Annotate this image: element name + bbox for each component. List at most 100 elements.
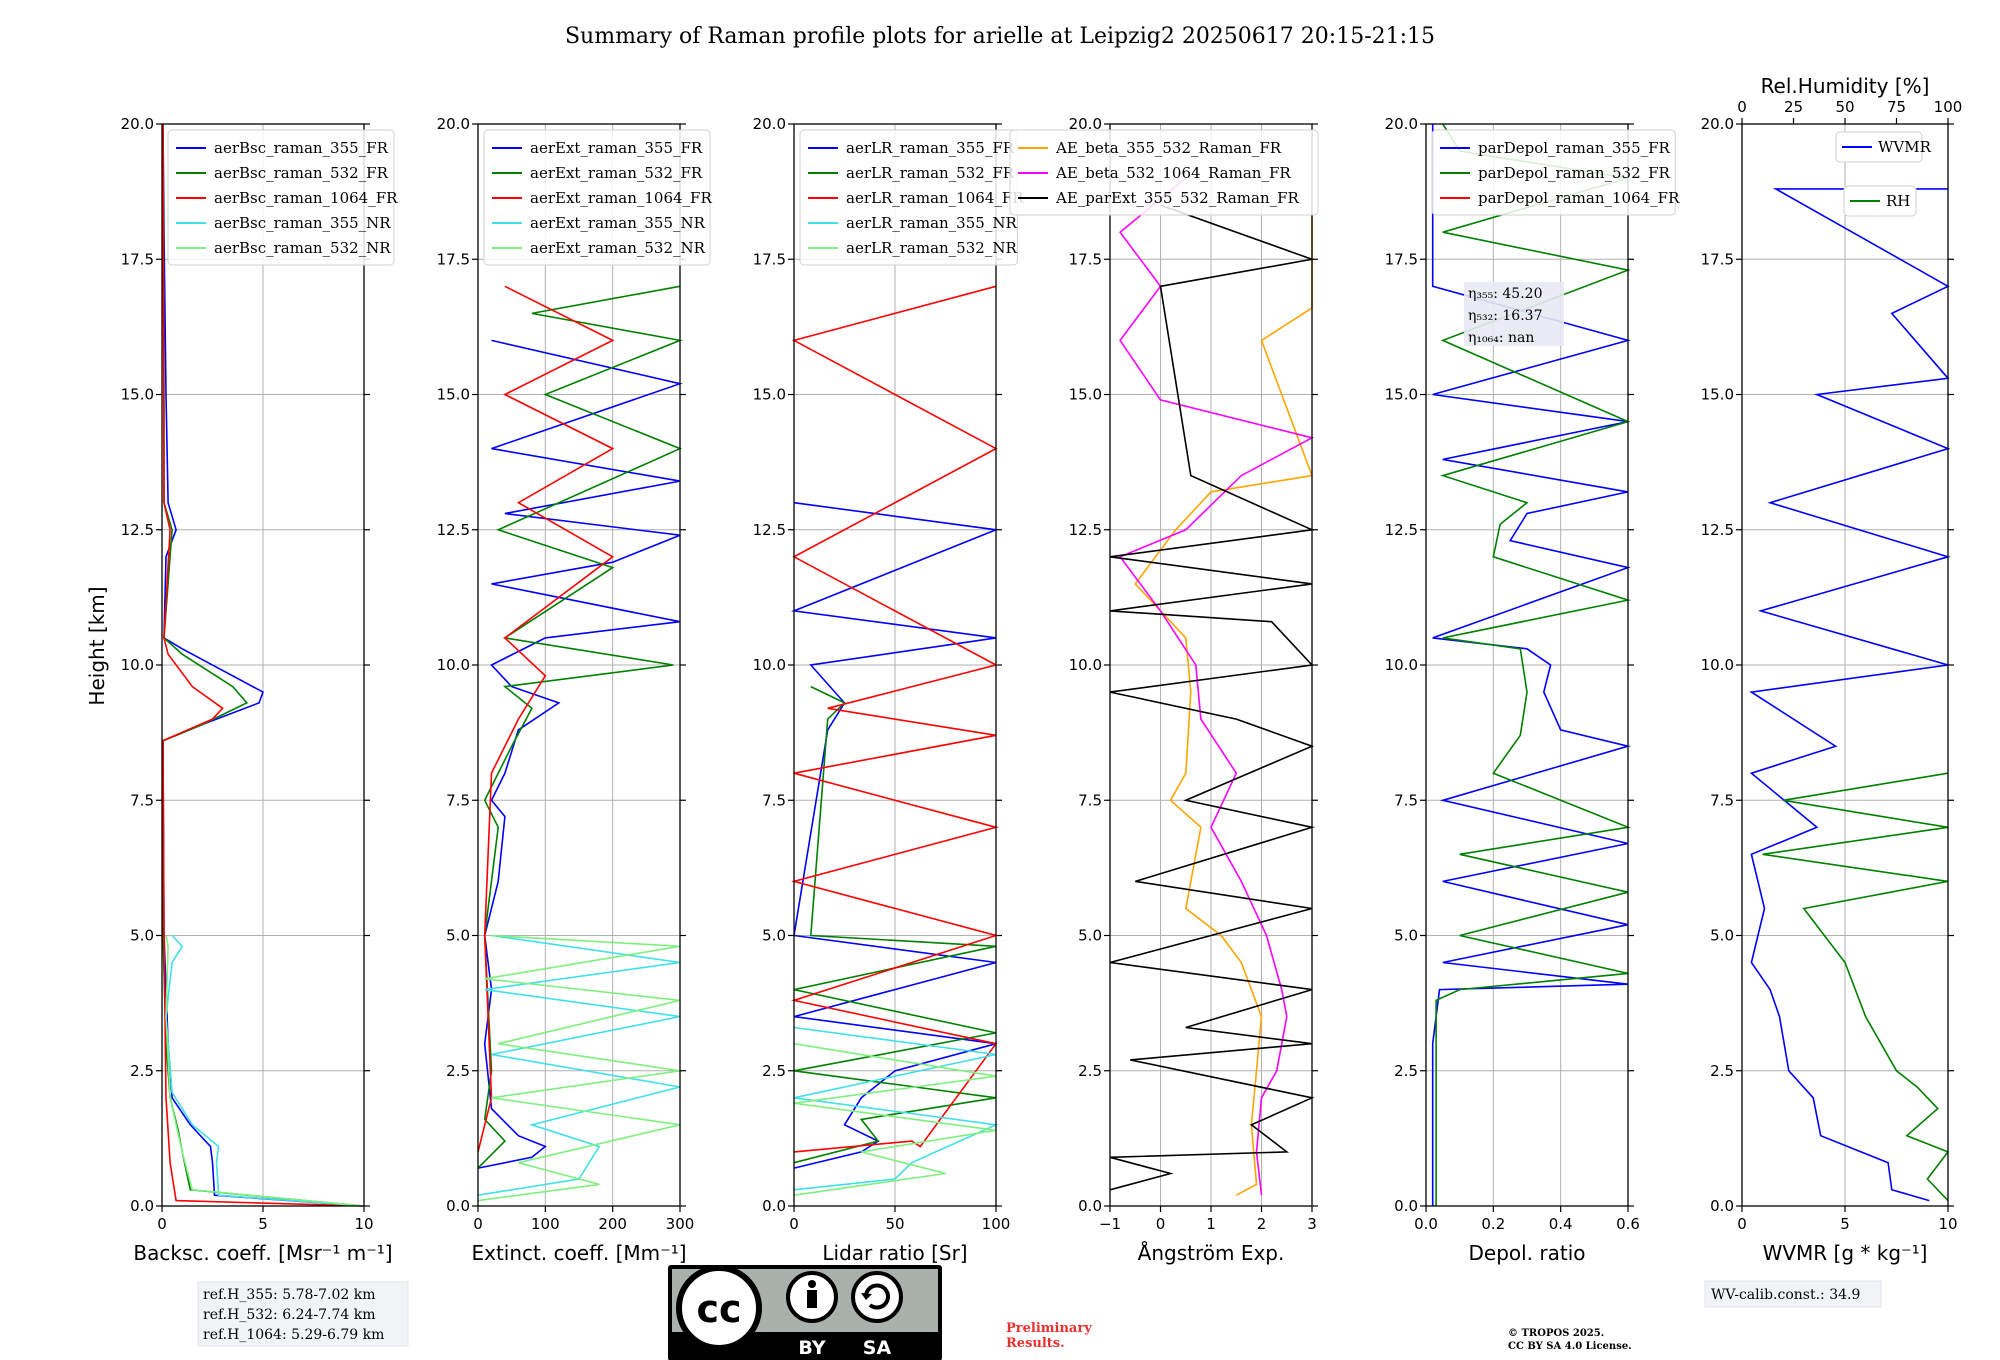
x-tick-label: 50	[885, 1215, 904, 1233]
wv-calib-text: WV-calib.const.: 34.9	[1711, 1287, 1860, 1303]
y-tick-label: 17.5	[1069, 250, 1102, 268]
x-tick-label: 0	[473, 1215, 483, 1233]
legend-entry: AE_beta_532_1064_Raman_FR	[1055, 164, 1291, 182]
x-axis-label: Lidar ratio [Sr]	[822, 1241, 967, 1265]
y-tick-label: 10.0	[753, 656, 786, 674]
y-tick-label: 0.0	[1394, 1197, 1418, 1215]
ref-height-line-3: ref.H_1064: 5.29-6.79 km	[203, 1327, 384, 1343]
panel-3: 0 50 100 0.0 2.5 5.0 7.5 10.0 12.5 15.0 17.5 20.0 Li…	[753, 115, 1025, 1265]
preliminary-label-1: Preliminary	[1006, 1321, 1092, 1336]
x-tick-label: 5	[258, 1215, 268, 1233]
y-tick-label: 0.0	[762, 1197, 786, 1215]
legend: WVMR RH	[1835, 131, 1932, 217]
series-line-AE_beta_355_532_Raman_FR	[1134, 151, 1314, 1196]
legend-entry: AE_beta_355_532_Raman_FR	[1055, 139, 1282, 157]
wv-calib-box: WV-calib.const.: 34.9	[1704, 1280, 1882, 1308]
y-tick-label: 17.5	[1701, 250, 1734, 268]
series-line-aerLR_raman_1064_FR	[790, 285, 1000, 1153]
y-tick-label: 10.0	[121, 656, 154, 674]
panel-4: −1 0 1 2 3 0.0 2.5 5.0 7.5 10.0 12.5 15.0 17.5 20.0 Ån…	[1009, 115, 1319, 1265]
panel-1: 0 5 10 0.0 2.5 5.0 7.5 10.0 12.5 15.0 17.5 20.0 Back…	[121, 115, 399, 1265]
y-tick-label: 15.0	[1701, 386, 1734, 404]
y-tick-label: 7.5	[1078, 791, 1102, 809]
y-tick-label: 12.5	[121, 521, 154, 539]
x-tick-label: 0	[1737, 1215, 1747, 1233]
eta-annotation: η₃₅₅: 45.20 η₅₃₂: 16.37 η₁₀₆₄: nan	[1464, 282, 1564, 346]
plot-frame	[161, 123, 365, 1207]
cc-mark: cc	[696, 1287, 741, 1331]
x-tick-label: 5	[1840, 1215, 1850, 1233]
legend-entry: parDepol_raman_1064_FR	[1478, 189, 1680, 207]
x-axis-label: Ångström Exp.	[1138, 1241, 1285, 1265]
series-line-aerBsc_raman_1064_FR	[162, 123, 365, 1207]
legend-box-wvmr	[1835, 131, 1923, 163]
y-tick-label: 0.0	[1710, 1197, 1734, 1215]
x2-tick-label: 100	[1934, 98, 1963, 116]
legend-entry: aerLR_raman_532_FR	[846, 164, 1015, 182]
y-tick-label: 5.0	[1394, 927, 1418, 945]
y-tick-label: 2.5	[1394, 1062, 1418, 1080]
x-axis-label: WVMR [g * kg⁻¹]	[1763, 1241, 1928, 1265]
y-tick-label: 5.0	[1710, 927, 1734, 945]
x-tick-label: −1	[1099, 1215, 1121, 1233]
series-line-AE_parExt_355_532_Raman_FR	[1109, 204, 1316, 1191]
y-tick-label: 10.0	[437, 656, 470, 674]
y-tick-label: 10.0	[1385, 656, 1418, 674]
y-tick-label: 20.0	[1701, 115, 1734, 133]
series-line-aerExt_raman_532_FR	[477, 285, 683, 1169]
x2-tick-label: 75	[1887, 98, 1906, 116]
x-tick-label: 0.0	[1414, 1215, 1438, 1233]
y-tick-label: 15.0	[121, 386, 154, 404]
legend-box	[1009, 129, 1319, 216]
cc-by-label: BY	[798, 1337, 825, 1359]
legend-entry: AE_parExt_355_532_Raman_FR	[1055, 189, 1300, 207]
x-tick-label: 3	[1307, 1215, 1317, 1233]
legend-entry: aerLR_raman_1064_FR	[846, 189, 1024, 207]
y-tick-label: 5.0	[1078, 927, 1102, 945]
series-line-aerLR_raman_532_FR	[793, 685, 997, 1164]
series-line-AE_beta_532_1064_Raman_FR	[1118, 177, 1315, 1196]
eta-line: η₃₅₅: 45.20	[1468, 286, 1542, 302]
eta-line: η₅₃₂: 16.37	[1468, 308, 1542, 324]
x-axis-label: Extinct. coeff. [Mm⁻¹]	[471, 1241, 686, 1265]
y-tick-label: 15.0	[753, 386, 786, 404]
y-tick-label: 0.0	[130, 1197, 154, 1215]
plot-frame	[1425, 123, 1629, 1207]
legend-entry: aerLR_raman_532_NR	[846, 239, 1017, 257]
ref-height-line-2: ref.H_532: 6.24-7.74 km	[203, 1307, 376, 1323]
y-tick-label: 7.5	[1394, 791, 1418, 809]
legend-entry: aerLR_raman_355_FR	[846, 139, 1015, 157]
x-tick-label: 300	[666, 1215, 695, 1233]
y-tick-label: 2.5	[446, 1062, 470, 1080]
legend-entry: aerExt_raman_355_NR	[530, 214, 706, 232]
x-tick-label: 0	[1156, 1215, 1166, 1233]
y-tick-label: 17.5	[753, 250, 786, 268]
legend-entry: aerExt_raman_532_FR	[530, 164, 703, 182]
legend-entry: parDepol_raman_532_FR	[1478, 164, 1671, 182]
series-line-aerExt_raman_1064_FR	[477, 285, 615, 1153]
x-tick-label: 0.4	[1549, 1215, 1573, 1233]
y-tick-label: 7.5	[762, 791, 786, 809]
x-tick-label: 10	[1938, 1215, 1957, 1233]
x2-tick-label: 25	[1784, 98, 1803, 116]
x2-tick-label: 0	[1737, 98, 1747, 116]
legend: AE_beta_355_532_Raman_FR AE_beta_532_1064…	[1009, 129, 1319, 216]
legend-entry: RH	[1886, 192, 1910, 210]
x-tick-label: 0	[157, 1215, 167, 1233]
y-tick-label: 10.0	[1701, 656, 1734, 674]
legend: aerExt_raman_355_FR aerExt_raman_532_FRae…	[483, 129, 712, 266]
x-tick-label: 2	[1257, 1215, 1267, 1233]
legend-box	[1431, 129, 1676, 216]
plot-frame	[1109, 123, 1313, 1207]
panel-2: 0 100 200 300 0.0 2.5 5.0 7.5 10.0 12.5 15.0 17.5 20…	[437, 115, 713, 1265]
y-tick-label: 0.0	[1078, 1197, 1102, 1215]
y-tick-label: 17.5	[437, 250, 470, 268]
y-axis-label: Height [km]	[85, 586, 109, 705]
y-tick-label: 0.0	[446, 1197, 470, 1215]
legend: aerBsc_raman_355_FR aerBsc_raman_532_FRae…	[167, 129, 398, 266]
cc-sa-label: SA	[863, 1337, 892, 1359]
y-tick-label: 20.0	[753, 115, 786, 133]
plot-frame	[477, 123, 681, 1207]
legend-entry: aerBsc_raman_532_FR	[214, 164, 389, 182]
y-tick-label: 12.5	[1385, 521, 1418, 539]
